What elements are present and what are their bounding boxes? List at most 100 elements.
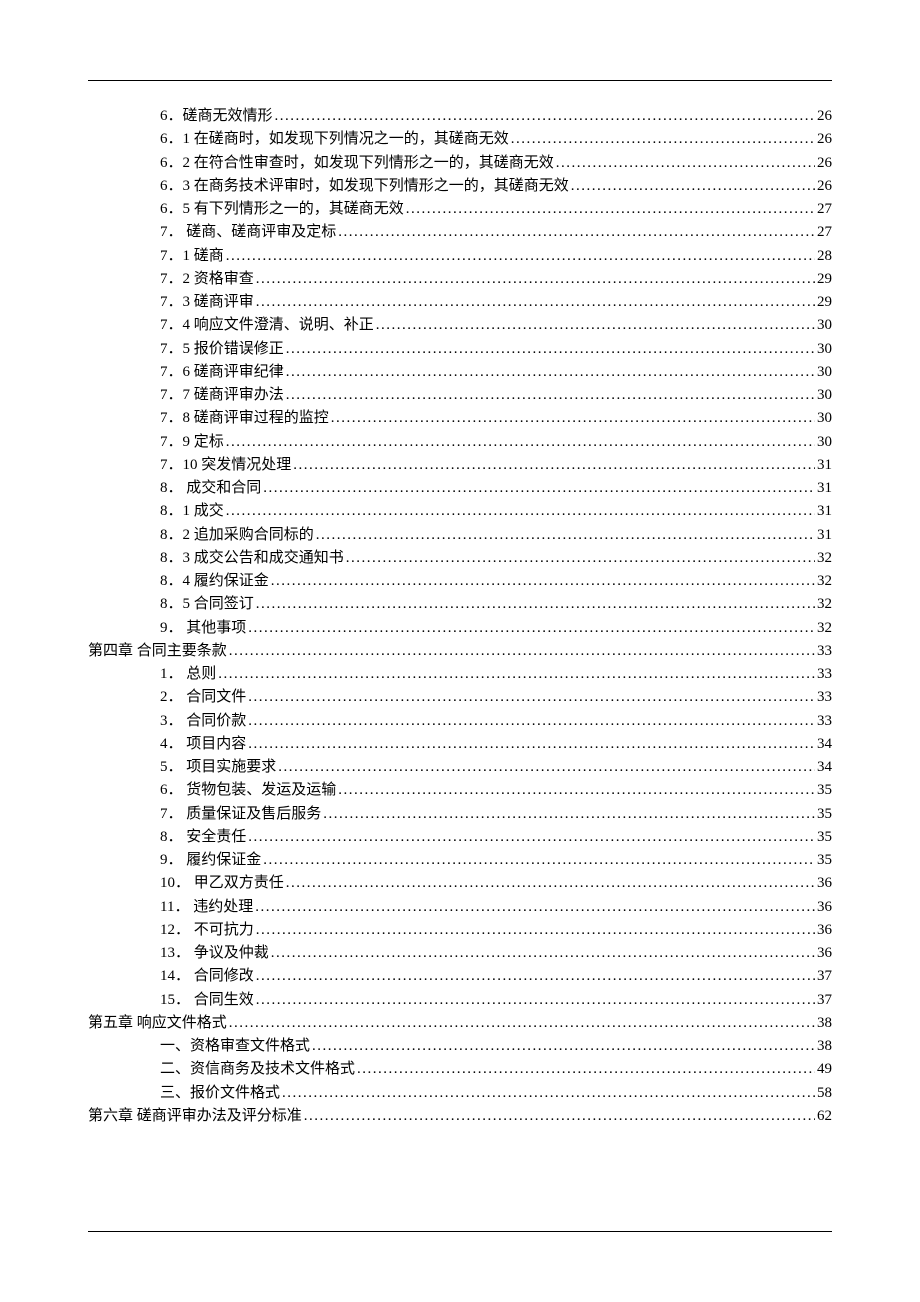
- toc-entry-label: 1． 总则: [160, 663, 216, 686]
- toc-entry-label: 7．1 磋商: [160, 245, 224, 268]
- toc-leader-dots: [226, 245, 815, 268]
- toc-entry-page: 62: [817, 1105, 832, 1128]
- toc-leader-dots: [286, 361, 815, 384]
- toc-entry-label: 15． 合同生效: [160, 989, 254, 1012]
- toc-entry-label: 7．2 资格审查: [160, 268, 254, 291]
- toc-leader-dots: [331, 407, 815, 430]
- toc-leader-dots: [286, 872, 815, 895]
- toc-entry: 9． 其他事项32: [88, 617, 832, 640]
- toc-leader-dots: [255, 896, 815, 919]
- toc-leader-dots: [256, 989, 815, 1012]
- toc-entry: 7．4 响应文件澄清、说明、补正30: [88, 314, 832, 337]
- toc-entry-page: 34: [817, 756, 832, 779]
- toc-entry-label: 3． 合同价款: [160, 710, 246, 733]
- toc-entry: 8．2 追加采购合同标的 31: [88, 524, 832, 547]
- toc-entry: 8． 安全责任35: [88, 826, 832, 849]
- toc-entry-page: 30: [817, 407, 832, 430]
- toc-entry-page: 34: [817, 733, 832, 756]
- toc-leader-dots: [256, 965, 815, 988]
- toc-entry-label: 4． 项目内容: [160, 733, 246, 756]
- toc-entry: 4． 项目内容 34: [88, 733, 832, 756]
- toc-entry: 二、资信商务及技术文件格式49: [88, 1058, 832, 1081]
- toc-entry-page: 35: [817, 803, 832, 826]
- toc-entry-label: 8．2 追加采购合同标的: [160, 524, 314, 547]
- toc-entry-label: 7．6 磋商评审纪律: [160, 361, 284, 384]
- toc-leader-dots: [338, 779, 815, 802]
- toc-entry-page: 31: [817, 500, 832, 523]
- toc-entry-label: 第六章 磋商评审办法及评分标准: [88, 1105, 302, 1128]
- toc-entry-label: 8．3 成交公告和成交通知书: [160, 547, 344, 570]
- toc-leader-dots: [256, 291, 815, 314]
- toc-entry-page: 38: [817, 1012, 832, 1035]
- toc-entry-label: 8．1 成交: [160, 500, 224, 523]
- toc-entry-label: 一、资格审查文件格式: [160, 1035, 310, 1058]
- toc-entry-page: 33: [817, 686, 832, 709]
- toc-entry: 12． 不可抗力36: [88, 919, 832, 942]
- toc-leader-dots: [346, 547, 815, 570]
- toc-entry-page: 35: [817, 826, 832, 849]
- toc-entry: 6．1 在磋商时，如发现下列情况之一的，其磋商无效26: [88, 128, 832, 151]
- toc-entry-page: 36: [817, 919, 832, 942]
- toc-leader-dots: [226, 431, 815, 454]
- toc-leader-dots: [312, 1035, 815, 1058]
- toc-leader-dots: [316, 524, 815, 547]
- toc-entry-page: 26: [817, 175, 832, 198]
- toc-entry: 7． 质量保证及售后服务35: [88, 803, 832, 826]
- toc-entry: 7．3 磋商评审29: [88, 291, 832, 314]
- toc-leader-dots: [218, 663, 815, 686]
- toc-leader-dots: [282, 1082, 815, 1105]
- toc-entry-page: 32: [817, 570, 832, 593]
- toc-leader-dots: [248, 686, 815, 709]
- toc-entry-page: 31: [817, 477, 832, 500]
- toc-leader-dots: [556, 152, 815, 175]
- toc-entry-page: 35: [817, 849, 832, 872]
- toc-leader-dots: [286, 384, 815, 407]
- toc-entry: 7．2 资格审查 29: [88, 268, 832, 291]
- toc-entry: 6．2 在符合性审查时，如发现下列情形之一的，其磋商无效26: [88, 152, 832, 175]
- toc-entry-label: 6．1 在磋商时，如发现下列情况之一的，其磋商无效: [160, 128, 509, 151]
- toc-entry-label: 11． 违约处理: [160, 896, 253, 919]
- toc-entry-page: 30: [817, 361, 832, 384]
- toc-entry: 7．7 磋商评审办法30: [88, 384, 832, 407]
- toc-entry: 6．3 在商务技术评审时，如发现下列情形之一的，其磋商无效26: [88, 175, 832, 198]
- toc-leader-dots: [338, 221, 815, 244]
- toc-entry: 13． 争议及仲裁36: [88, 942, 832, 965]
- toc-leader-dots: [293, 454, 815, 477]
- toc-leader-dots: [248, 826, 815, 849]
- toc-entry-page: 30: [817, 384, 832, 407]
- toc-entry-page: 28: [817, 245, 832, 268]
- toc-entry: 6． 货物包装、发运及运输35: [88, 779, 832, 802]
- toc-entry: 第四章 合同主要条款33: [88, 640, 832, 663]
- toc-entry-page: 31: [817, 454, 832, 477]
- toc-entry-page: 37: [817, 989, 832, 1012]
- toc-entry: 9． 履约保证金35: [88, 849, 832, 872]
- toc-entry-page: 27: [817, 221, 832, 244]
- toc-entry-page: 36: [817, 896, 832, 919]
- toc-entry-page: 26: [817, 152, 832, 175]
- toc-entry-label: 7． 磋商、磋商评审及定标: [160, 221, 336, 244]
- toc-entry: 7．10 突发情况处理31: [88, 454, 832, 477]
- toc-leader-dots: [271, 942, 815, 965]
- toc-entry-label: 8．4 履约保证金: [160, 570, 269, 593]
- toc-entry: 第五章 响应文件格式38: [88, 1012, 832, 1035]
- toc-entry: 7．5 报价错误修正30: [88, 338, 832, 361]
- toc-entry-page: 32: [817, 547, 832, 570]
- toc-entry-page: 32: [817, 593, 832, 616]
- toc-entry-label: 9． 其他事项: [160, 617, 246, 640]
- toc-entry: 3． 合同价款33: [88, 710, 832, 733]
- toc-entry-page: 31: [817, 524, 832, 547]
- toc-entry-label: 二、资信商务及技术文件格式: [160, 1058, 355, 1081]
- toc-leader-dots: [571, 175, 815, 198]
- header-rule: [88, 80, 832, 81]
- toc-entry: 6．磋商无效情形26: [88, 105, 832, 128]
- toc-leader-dots: [248, 733, 815, 756]
- toc-leader-dots: [278, 756, 815, 779]
- toc-entry-label: 7．9 定标: [160, 431, 224, 454]
- toc-leader-dots: [248, 617, 815, 640]
- toc-entry-label: 2． 合同文件: [160, 686, 246, 709]
- toc-entry: 14． 合同修改37: [88, 965, 832, 988]
- toc-entry-label: 三、报价文件格式: [160, 1082, 280, 1105]
- toc-entry-page: 36: [817, 942, 832, 965]
- toc-entry: 8．4 履约保证金 32: [88, 570, 832, 593]
- toc-entry-page: 29: [817, 268, 832, 291]
